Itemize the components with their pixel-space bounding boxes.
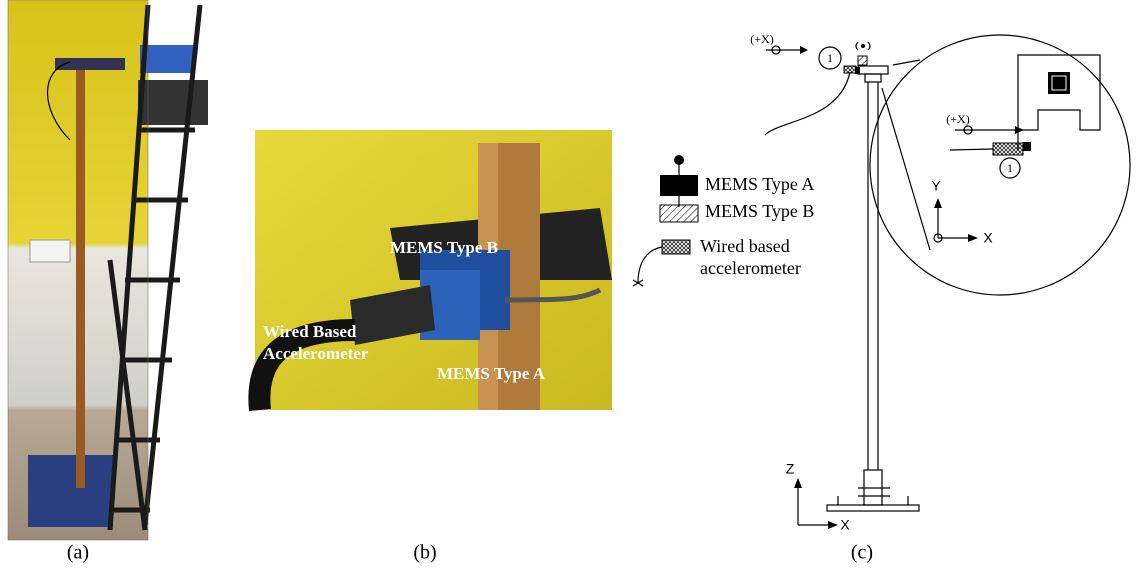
caption: (c) <box>851 542 873 564</box>
photo-b <box>255 130 612 410</box>
photo-a <box>8 0 208 540</box>
legend-label: accelerometer <box>700 258 801 278</box>
annotation: (+X) <box>750 32 773 46</box>
diagram <box>633 35 1130 529</box>
legend-label: Wired based <box>700 236 790 256</box>
photo-label: Wired Based <box>263 322 357 341</box>
axis-label: X <box>840 517 850 533</box>
annotation: (+X) <box>946 112 969 126</box>
caption: (b) <box>413 542 436 564</box>
photo-label: MEMS Type B <box>390 238 498 257</box>
caption: (a) <box>67 542 89 564</box>
photo-label: Accelerometer <box>263 344 369 363</box>
annotation: 1 <box>1007 161 1013 175</box>
axis-label: X <box>983 230 993 246</box>
axis-label: Y <box>931 178 941 194</box>
annotation: 1 <box>827 51 833 65</box>
legend-label: MEMS Type B <box>705 201 814 221</box>
figure: (a) MEMS Type B Wired Based Acceleromete… <box>0 0 1145 570</box>
axis-label: Z <box>786 461 795 477</box>
legend-label: MEMS Type A <box>705 174 814 194</box>
photo-label: MEMS Type A <box>437 364 546 383</box>
